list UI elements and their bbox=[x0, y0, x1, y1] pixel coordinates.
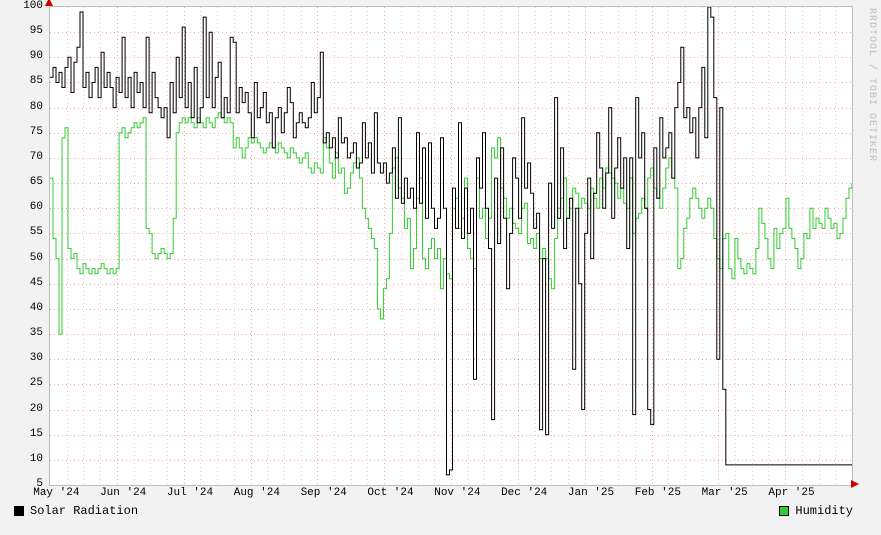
x-tick-label: Nov '24 bbox=[427, 487, 487, 499]
legend-label-humidity: Humidity bbox=[795, 504, 853, 518]
legend-swatch-solar bbox=[14, 506, 24, 516]
y-tick-label: 55 bbox=[0, 226, 43, 238]
x-tick-label: Mar '25 bbox=[695, 487, 755, 499]
series-svg bbox=[50, 7, 852, 485]
y-tick-label: 35 bbox=[0, 327, 43, 339]
x-tick-label: Oct '24 bbox=[361, 487, 421, 499]
y-tick-label: 65 bbox=[0, 176, 43, 188]
y-axis-arrow-icon bbox=[45, 0, 53, 6]
y-tick-label: 95 bbox=[0, 25, 43, 37]
watermark-text: RRDTOOL / TOBI OETIKER bbox=[866, 8, 877, 162]
x-tick-label: Jul '24 bbox=[160, 487, 220, 499]
x-tick-label: Feb '25 bbox=[628, 487, 688, 499]
y-tick-label: 10 bbox=[0, 453, 43, 465]
plot-area bbox=[49, 6, 853, 486]
y-tick-label: 100 bbox=[0, 0, 43, 12]
series-line-solar bbox=[50, 7, 852, 475]
y-tick-label: 20 bbox=[0, 403, 43, 415]
legend-label-solar: Solar Radiation bbox=[30, 504, 138, 518]
y-tick-label: 60 bbox=[0, 201, 43, 213]
rrdtool-chart: RRDTOOL / TOBI OETIKER Solar Radiation H… bbox=[0, 0, 881, 535]
y-tick-label: 75 bbox=[0, 126, 43, 138]
legend-item-humidity: Humidity bbox=[779, 504, 853, 518]
y-tick-label: 30 bbox=[0, 352, 43, 364]
y-tick-label: 45 bbox=[0, 277, 43, 289]
x-tick-label: Dec '24 bbox=[494, 487, 554, 499]
y-tick-label: 90 bbox=[0, 50, 43, 62]
y-tick-label: 85 bbox=[0, 75, 43, 87]
y-tick-label: 70 bbox=[0, 151, 43, 163]
x-tick-label: Jun '24 bbox=[93, 487, 153, 499]
legend-swatch-humidity bbox=[779, 506, 789, 516]
y-tick-label: 50 bbox=[0, 252, 43, 264]
x-tick-label: May '24 bbox=[26, 487, 86, 499]
y-tick-label: 25 bbox=[0, 377, 43, 389]
y-tick-label: 80 bbox=[0, 101, 43, 113]
x-tick-label: Aug '24 bbox=[227, 487, 287, 499]
legend-item-solar: Solar Radiation bbox=[14, 504, 138, 518]
y-tick-label: 40 bbox=[0, 302, 43, 314]
x-axis-arrow-icon bbox=[851, 480, 859, 488]
x-tick-label: Jan '25 bbox=[561, 487, 621, 499]
x-tick-label: Apr '25 bbox=[762, 487, 822, 499]
y-tick-label: 15 bbox=[0, 428, 43, 440]
x-tick-label: Sep '24 bbox=[294, 487, 354, 499]
series-line-humidity bbox=[50, 113, 852, 334]
